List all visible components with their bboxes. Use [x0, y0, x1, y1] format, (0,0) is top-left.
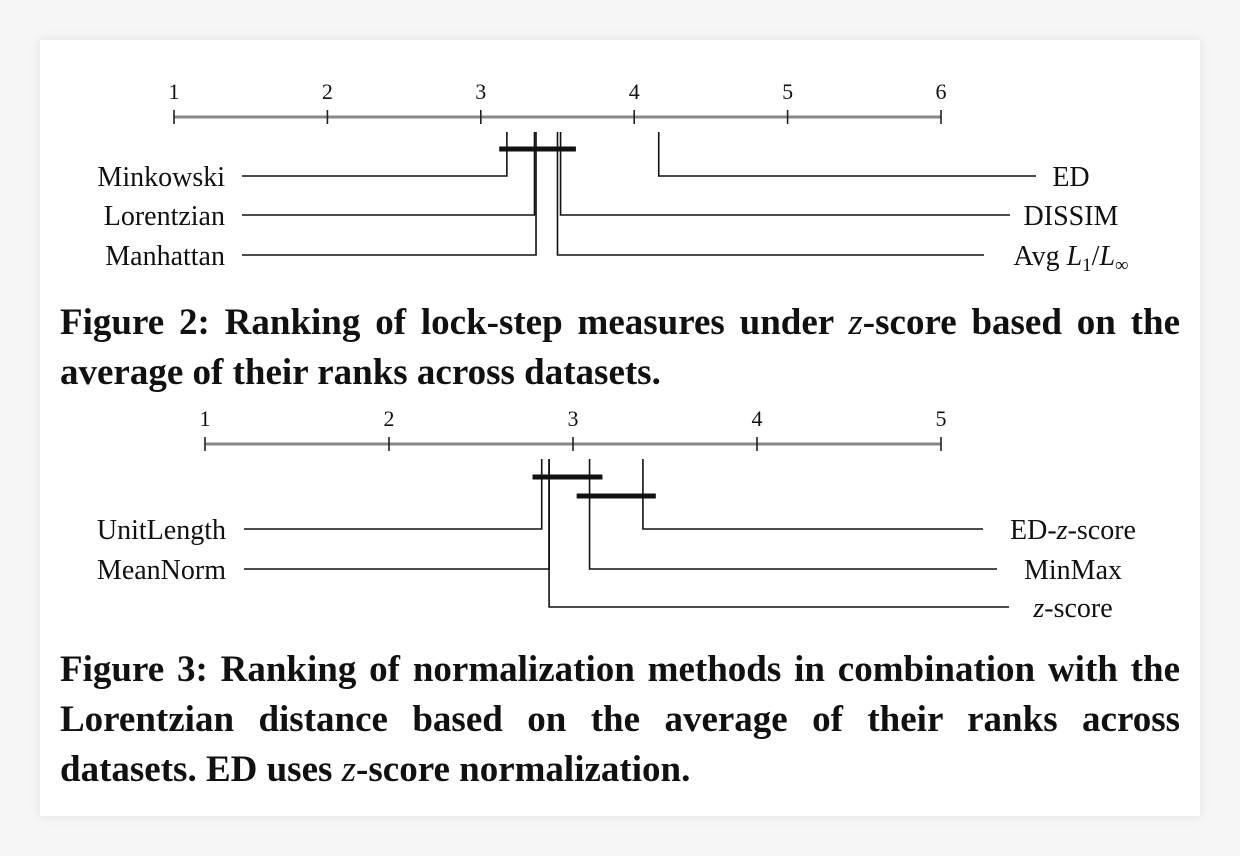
axis-tick-label: 4	[752, 406, 763, 431]
label-meannorm: MeanNorm	[97, 555, 226, 586]
axis-tick-label: 3	[475, 79, 486, 104]
axis-tick-label: 4	[629, 79, 640, 104]
label-lorentzian: Lorentzian	[104, 201, 225, 232]
figure-3-caption-text: Ranking of normalization methods in comb…	[60, 649, 1181, 790]
axis-tick-label: 1	[200, 406, 211, 431]
label-z-score: z-score	[1032, 593, 1112, 624]
cd-diagram-normalization: 1 2 3 4 5 UnitLength MeanNorm ED-z-score MinMax z…	[97, 406, 1136, 624]
label-avg-l1-l: Avg L1/L∞	[1013, 241, 1128, 276]
figure-3-caption-italic: z	[341, 749, 357, 790]
rank-line-ed-z-score	[642, 459, 983, 530]
rank-line-avg-l1-l	[556, 132, 984, 256]
rank-line-manhattan	[242, 132, 537, 256]
figure-3-number: Figure 3:	[60, 649, 208, 690]
rank-line-z-score	[548, 459, 1009, 608]
axis-tick-label: 2	[384, 406, 395, 431]
cd-diagram-lockstep: 1 2 3 4 5 6 Minkowski Lorentzian Manhattan ED DISS…	[97, 79, 1128, 276]
axis-tick-label: 1	[169, 79, 180, 104]
label-minmax: MinMax	[1024, 555, 1122, 586]
cd-diagrams: 1 2 3 4 5 6 Minkowski Lorentzian Manhattan ED DISS…	[97, 79, 1136, 624]
rank-line-minmax	[588, 459, 997, 570]
label-ed: ED	[1052, 162, 1089, 193]
label-ed-z-score: ED-z-score	[1010, 515, 1136, 546]
figure-2-caption: Figure 2: Ranking of lock-step measures …	[60, 298, 1180, 398]
label-unitlength: UnitLength	[97, 515, 226, 546]
axis-tick-label: 6	[936, 79, 947, 104]
rank-line-unitlength	[244, 459, 543, 530]
axis-tick-label: 5	[936, 406, 947, 431]
label-minkowski: Minkowski	[97, 162, 225, 193]
figure-2-caption-italic: z	[848, 302, 863, 343]
axis-tick-label: 5	[782, 79, 793, 104]
axis-tick-label: 2	[322, 79, 333, 104]
rank-line-minkowski	[242, 132, 508, 177]
figure-3-caption: Figure 3: Ranking of normalization metho…	[60, 645, 1180, 795]
label-dissim: DISSIM	[1024, 201, 1119, 232]
rank-line-dissim	[559, 132, 1010, 216]
axis-tick-label: 3	[568, 406, 579, 431]
figure-3-caption-text-end: -score normalization.	[356, 749, 691, 790]
figure-2-caption-text-end: -score based on the average of their ran…	[60, 302, 1180, 393]
figure-2-number: Figure 2:	[60, 302, 210, 343]
rank-line-ed	[657, 132, 1036, 177]
figure-2-caption-text: Ranking of lock-step measures under	[224, 302, 849, 343]
paper-page: 1 2 3 4 5 6 Minkowski Lorentzian Manhattan ED DISS…	[40, 40, 1200, 816]
label-manhattan: Manhattan	[105, 241, 225, 272]
rank-line-meannorm	[244, 459, 550, 570]
rank-line-lorentzian	[242, 132, 536, 216]
